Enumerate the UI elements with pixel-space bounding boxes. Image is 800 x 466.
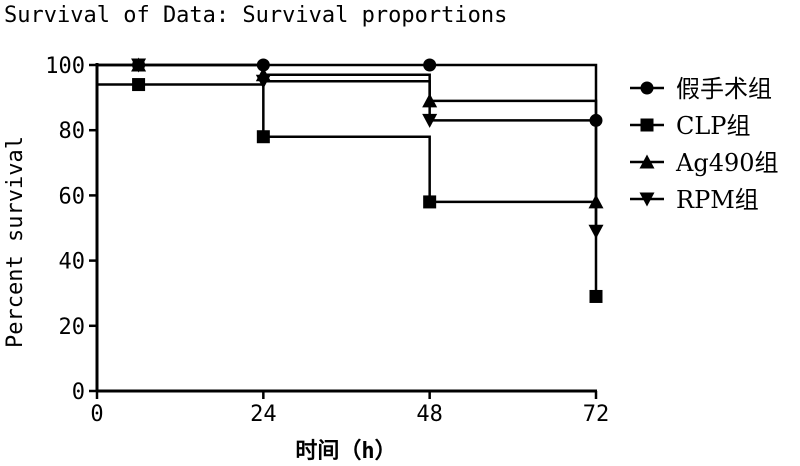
data-point	[588, 224, 604, 239]
legend-label: 假手术组	[676, 75, 772, 103]
data-point	[423, 195, 437, 209]
legend-marker	[639, 192, 655, 207]
legend-entry: CLP组	[630, 112, 750, 140]
chart-title: Survival of Data: Survival proportions	[4, 3, 507, 28]
x-tick-label: 0	[90, 402, 103, 427]
y-tick-label: 0	[72, 380, 85, 405]
x-tick-label: 24	[250, 402, 277, 427]
y-tick-label: 100	[45, 54, 85, 79]
legend-marker	[640, 118, 654, 132]
data-point	[131, 58, 147, 73]
legend-marker	[640, 81, 654, 95]
x-axis-label: 时间（h）	[295, 439, 396, 464]
x-tick-label: 48	[416, 402, 443, 427]
data-point	[132, 78, 146, 92]
legend-entry: Ag490组	[630, 149, 779, 177]
survival-step-line	[97, 83, 598, 297]
y-tick-label: 20	[59, 315, 86, 340]
data-point	[589, 289, 603, 303]
legend-label: RPM组	[676, 186, 759, 214]
survival-step-line	[97, 63, 598, 121]
data-point	[423, 58, 437, 72]
series-4	[97, 58, 604, 239]
data-point	[256, 130, 270, 144]
x-tick-label: 72	[583, 402, 610, 427]
data-point	[255, 74, 271, 89]
data-point	[422, 113, 438, 128]
y-tick-label: 40	[59, 250, 86, 275]
axes: 0 20 40 60 80 100 0 24 48 72	[45, 54, 609, 427]
legend-label: Ag490组	[675, 149, 779, 177]
legend-label: CLP组	[676, 112, 750, 140]
y-axis-label: Percent survival	[3, 136, 28, 348]
series-1	[97, 58, 603, 127]
legend-marker	[639, 154, 655, 169]
legend: 假手术组 CLP组 Ag490组 RPM组	[630, 75, 779, 214]
y-tick-label: 60	[59, 184, 86, 209]
series-2	[97, 78, 603, 303]
y-tick-label: 80	[59, 119, 86, 144]
legend-entry: RPM组	[630, 186, 759, 214]
survival-curves	[97, 57, 604, 303]
legend-entry: 假手术组	[630, 75, 772, 103]
survival-step-line	[97, 63, 598, 232]
